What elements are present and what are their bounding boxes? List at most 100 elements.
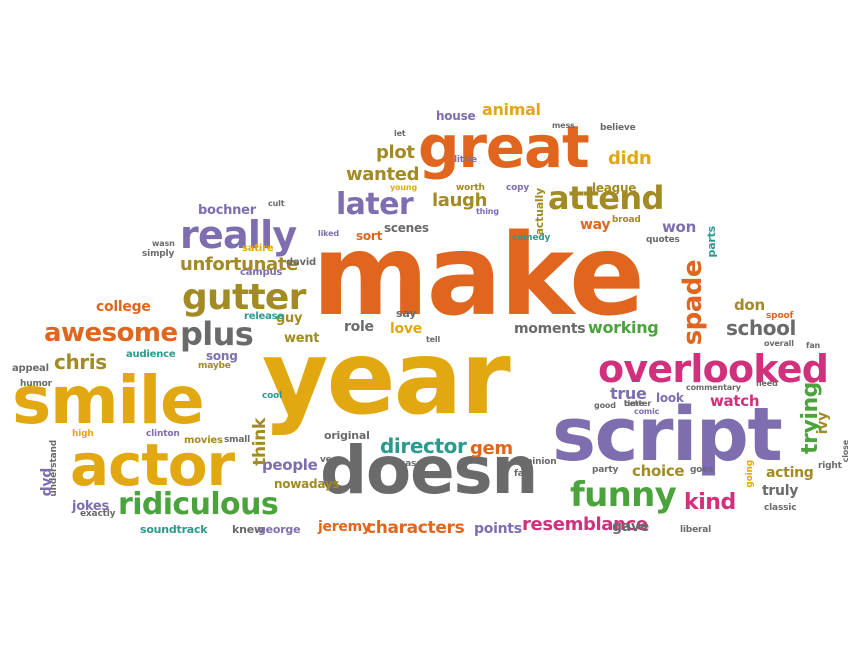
- cloud-word-let: let: [394, 129, 406, 138]
- cloud-word-doesn: doesn: [320, 432, 538, 509]
- cloud-word-mess: mess: [552, 121, 575, 130]
- cloud-word-director: director: [380, 434, 467, 458]
- cloud-word-need: need: [756, 379, 778, 388]
- cloud-word-house: house: [436, 109, 476, 123]
- cloud-word-guy: guy: [276, 311, 303, 326]
- cloud-word-song: song: [206, 349, 238, 363]
- cloud-word-bochner: bochner: [198, 203, 256, 218]
- cloud-word-george: george: [258, 523, 301, 536]
- cloud-word-copy: copy: [506, 183, 530, 193]
- cloud-word-close: close: [841, 440, 850, 463]
- cloud-word-goes: goes: [690, 465, 714, 475]
- cloud-word-actor: actor: [70, 431, 235, 499]
- cloud-word-year: year: [262, 319, 511, 438]
- cloud-word-great: great: [418, 113, 590, 181]
- cloud-word-characters: characters: [366, 518, 465, 538]
- cloud-word-way: way: [580, 217, 611, 233]
- cloud-word-comedy: comedy: [512, 233, 551, 243]
- cloud-word-david: david: [286, 257, 317, 268]
- cloud-word-working: working: [588, 318, 659, 337]
- cloud-word-good: good: [594, 401, 616, 410]
- cloud-word-truly: truly: [762, 483, 799, 499]
- cloud-word-college: college: [96, 299, 151, 315]
- cloud-word-plot: plot: [376, 142, 415, 163]
- cloud-word-role: role: [344, 319, 374, 335]
- cloud-word-time: time: [624, 399, 644, 408]
- cloud-word-really: really: [180, 213, 297, 257]
- cloud-word-scenes: scenes: [384, 221, 429, 235]
- cloud-word-league: league: [592, 181, 637, 195]
- cloud-word-case: case: [400, 459, 423, 469]
- cloud-word-quotes: quotes: [646, 235, 680, 245]
- cloud-word-classic: classic: [764, 503, 797, 513]
- cloud-word-campus: campus: [240, 267, 283, 278]
- cloud-word-choice: choice: [632, 462, 685, 480]
- cloud-word-liberal: liberal: [680, 525, 712, 535]
- cloud-word-sort: sort: [356, 229, 383, 243]
- cloud-word-resemblance: resemblance: [522, 514, 648, 535]
- cloud-word-thing: thing: [476, 207, 499, 216]
- cloud-word-jokes: jokes: [72, 499, 109, 514]
- cloud-word-wanted: wanted: [346, 164, 420, 185]
- cloud-word-appeal: appeal: [12, 363, 49, 374]
- cloud-word-points: points: [474, 521, 522, 537]
- cloud-word-true: true: [610, 384, 647, 403]
- cloud-word-script: script: [552, 392, 783, 478]
- cloud-word-humor: humor: [20, 379, 52, 389]
- cloud-word-cool: cool: [262, 391, 283, 401]
- cloud-word-wasn: wasn: [152, 239, 175, 248]
- cloud-word-party: party: [592, 465, 619, 475]
- cloud-word-went: went: [284, 331, 320, 346]
- cloud-word-small: small: [224, 435, 251, 445]
- cloud-word-love: love: [390, 321, 422, 337]
- cloud-word-movies: movies: [184, 435, 223, 446]
- cloud-word-ivy: ivy: [815, 412, 831, 435]
- cloud-word-little: little: [454, 155, 477, 165]
- cloud-word-make: make: [312, 211, 645, 341]
- cloud-word-gave: gave: [612, 519, 649, 535]
- cloud-word-acting: acting: [766, 465, 814, 481]
- cloud-word-going: going: [745, 460, 755, 488]
- cloud-word-comic: comic: [634, 407, 660, 416]
- cloud-word-look: look: [656, 391, 684, 405]
- cloud-word-won: won: [662, 218, 696, 236]
- cloud-word-fact: fact: [514, 469, 533, 479]
- cloud-word-better: better: [624, 399, 652, 408]
- cloud-word-watch: watch: [710, 392, 760, 410]
- cloud-word-worth: worth: [456, 183, 485, 193]
- cloud-word-original: original: [324, 429, 370, 442]
- cloud-word-actually: actually: [533, 188, 546, 236]
- cloud-word-release: release: [244, 311, 285, 322]
- cloud-word-plus: plus: [180, 315, 254, 353]
- cloud-word-ve: ve: [320, 455, 332, 465]
- cloud-word-awesome: awesome: [44, 318, 178, 348]
- cloud-word-unfortunate: unfortunate: [180, 254, 298, 275]
- cloud-word-funny: funny: [570, 475, 677, 515]
- cloud-word-simply: simply: [142, 249, 175, 259]
- cloud-word-jeremy: jeremy: [318, 519, 371, 535]
- cloud-word-ridiculous: ridiculous: [118, 487, 279, 522]
- cloud-word-spade: spade: [678, 260, 708, 346]
- cloud-word-audience: audience: [126, 349, 176, 360]
- cloud-word-cult: cult: [268, 199, 285, 208]
- cloud-word-tell: tell: [426, 335, 441, 344]
- cloud-word-parts: parts: [705, 226, 718, 258]
- cloud-word-soundtrack: soundtrack: [140, 523, 208, 536]
- cloud-word-high: high: [72, 429, 94, 439]
- cloud-word-overlooked: overlooked: [598, 347, 829, 391]
- cloud-word-chris: chris: [54, 350, 107, 374]
- cloud-word-knew: knew: [232, 523, 264, 536]
- cloud-word-believe: believe: [600, 123, 636, 133]
- cloud-word-commentary: commentary: [686, 383, 741, 392]
- cloud-word-understand: understand: [49, 440, 59, 497]
- cloud-word-young: young: [390, 183, 418, 192]
- cloud-word-later: later: [336, 187, 414, 222]
- cloud-word-people: people: [262, 456, 318, 474]
- cloud-word-clinton: clinton: [146, 429, 180, 439]
- cloud-word-animal: animal: [482, 100, 541, 119]
- cloud-word-spoof: spoof: [766, 311, 794, 321]
- cloud-word-nowadays: nowadays: [274, 477, 340, 491]
- cloud-word-don: don: [734, 296, 765, 314]
- cloud-word-gutter: gutter: [182, 277, 306, 318]
